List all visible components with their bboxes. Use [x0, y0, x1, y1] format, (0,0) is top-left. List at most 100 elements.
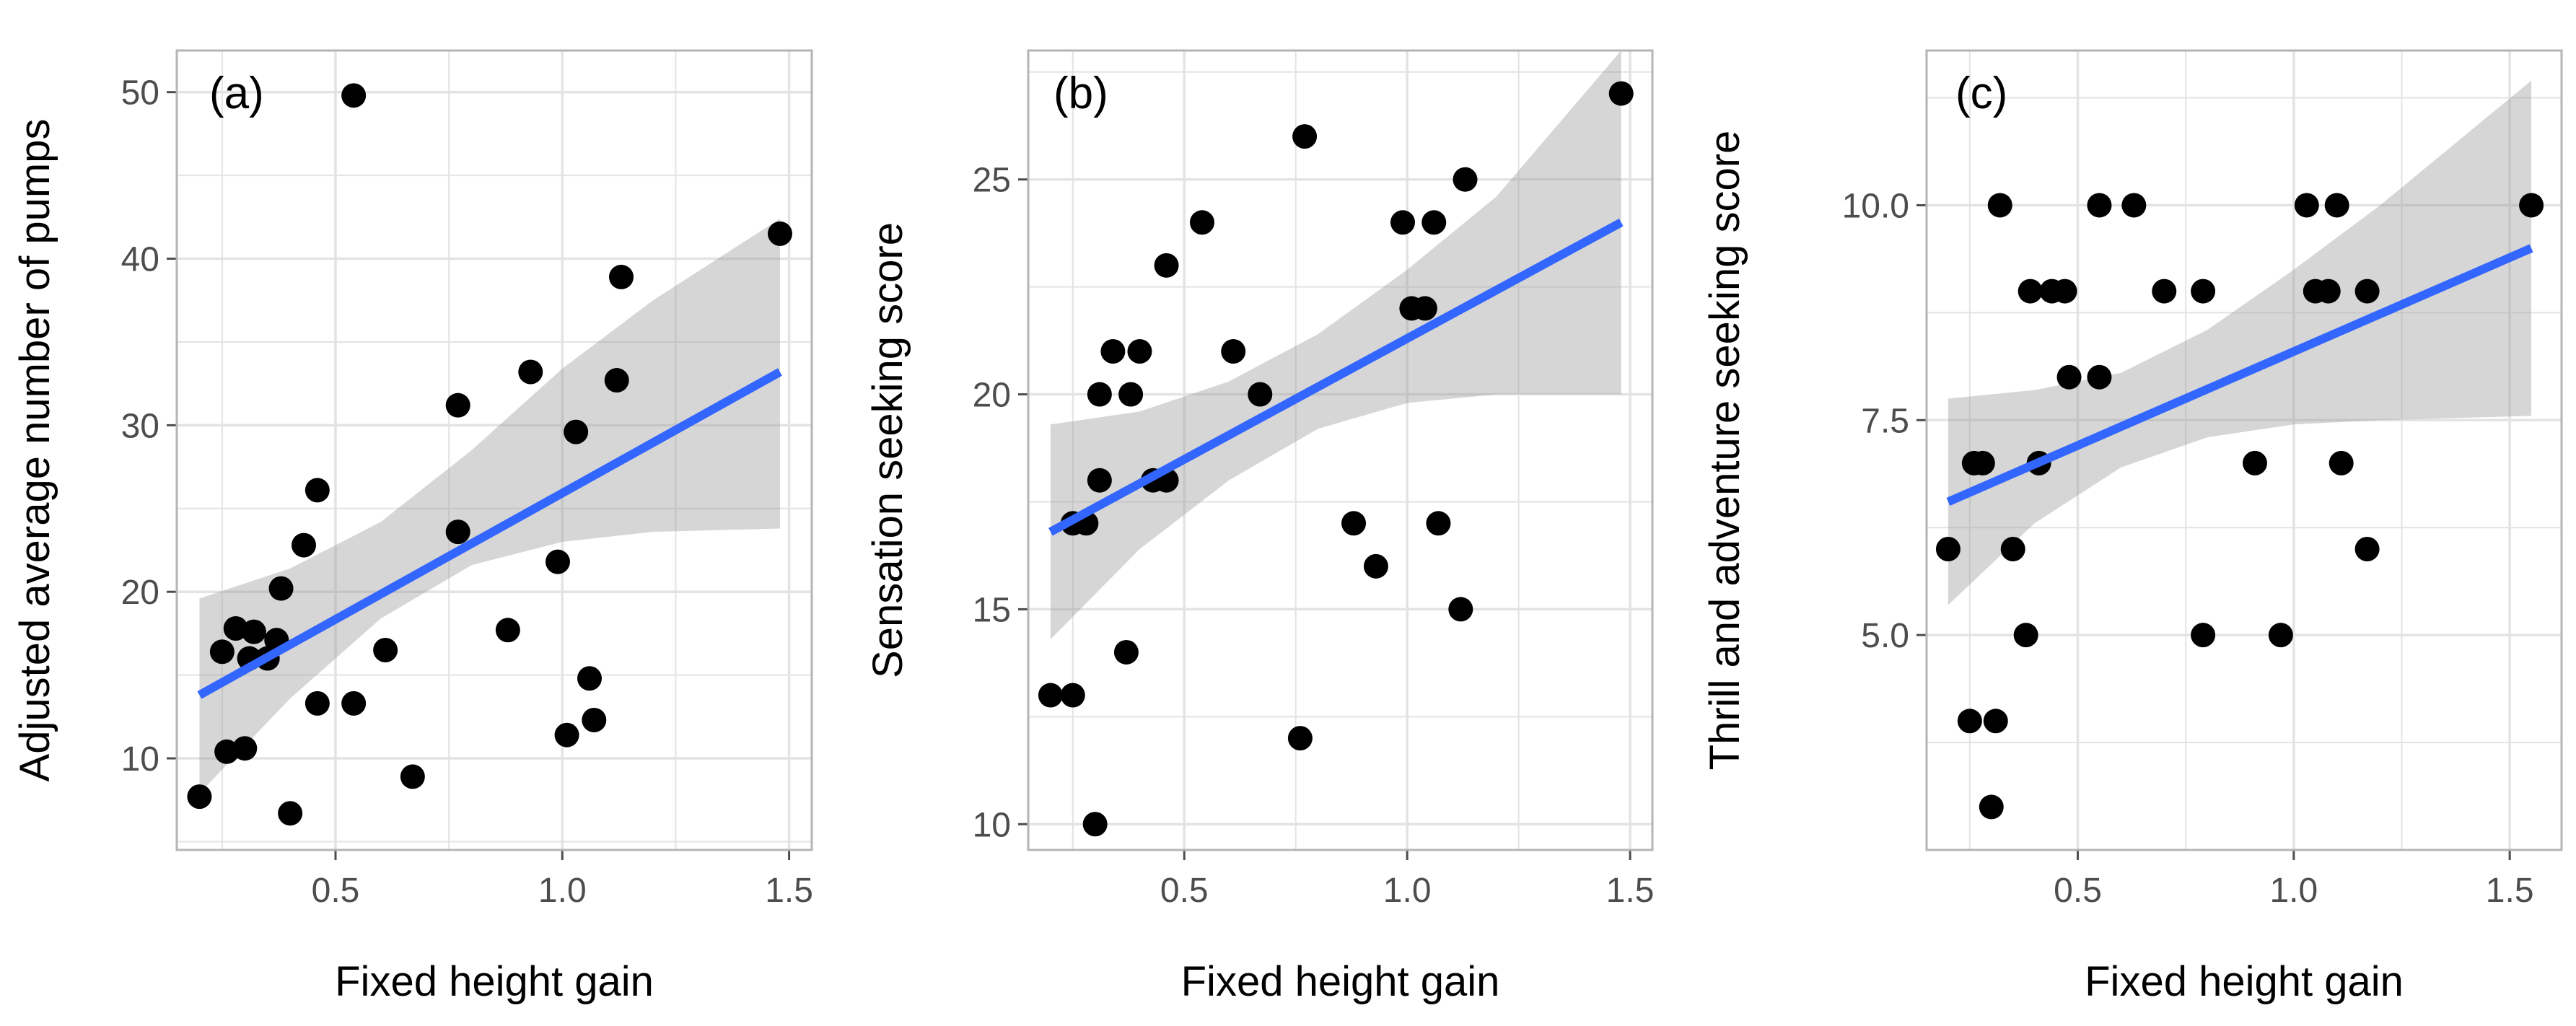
regression-line	[1946, 244, 2533, 506]
data-point	[564, 419, 589, 444]
data-point	[1292, 124, 1318, 149]
panel-label: (b)	[1053, 69, 1108, 118]
data-point	[546, 549, 570, 574]
panel-c: 0.5 1.0 1.5 5.0 7.5 10.0 (c) Fixed height gain T…	[1701, 49, 2563, 1005]
data-point	[223, 615, 248, 641]
x-axis-title: Fixed height gain	[2085, 958, 2404, 1005]
data-point	[2354, 537, 2380, 562]
panel-border	[175, 49, 813, 851]
y-tick-label: 30	[121, 407, 159, 445]
data-point	[2294, 193, 2319, 218]
data-point	[1118, 382, 1144, 407]
x-axis-title: Fixed height gain	[335, 958, 654, 1005]
data-point	[2000, 537, 2025, 562]
data-point	[1987, 193, 2012, 218]
y-tick-label: 15	[973, 591, 1011, 629]
data-point	[768, 221, 792, 246]
x-tick-label: 0.5	[2054, 872, 2102, 910]
data-point	[2191, 279, 2216, 304]
data-point	[2087, 364, 2112, 390]
data-point	[232, 736, 258, 761]
data-point	[2324, 193, 2349, 218]
data-point	[1970, 450, 1995, 475]
confidence-band	[1948, 80, 2532, 605]
confidence-band	[1050, 51, 1621, 640]
x-tick-label: 1.0	[538, 872, 587, 910]
x-tick-label: 1.5	[2486, 872, 2534, 910]
data-point	[1189, 210, 1214, 235]
x-axis-title: Fixed height gain	[1181, 958, 1500, 1005]
data-point	[305, 690, 330, 716]
y-tick-label: 10	[121, 740, 159, 779]
data-point	[2519, 193, 2544, 218]
data-point	[2316, 279, 2341, 304]
x-tick-label: 1.0	[1383, 872, 1432, 910]
data-point	[445, 519, 470, 545]
data-point	[2018, 279, 2043, 304]
data-point	[554, 722, 579, 747]
regression-line	[1048, 219, 1624, 536]
y-tick-label: 40	[121, 241, 159, 279]
data-point	[1412, 296, 1437, 321]
data-point	[1127, 338, 1152, 364]
x-tick-label: 0.5	[1160, 872, 1209, 910]
y-tick-label: 10	[973, 806, 1011, 844]
panel-b: 0.5 1.0 1.5 10 15 20 25 (b) Fixed height gain Sen…	[864, 49, 1655, 1005]
data-point	[2242, 450, 2267, 475]
y-tick-label: 7.5	[1861, 402, 1909, 440]
y-tick-label: 10.0	[1842, 187, 1909, 225]
data-point	[1038, 683, 1063, 708]
data-point	[1426, 511, 1451, 536]
data-point	[2121, 193, 2147, 218]
x-tick-label: 1.0	[2269, 872, 2318, 910]
data-point	[305, 478, 330, 503]
data-point	[241, 619, 266, 644]
data-point	[2056, 364, 2082, 390]
x-tick-label: 1.5	[1606, 872, 1655, 910]
data-point	[1979, 794, 2004, 820]
data-point	[373, 638, 398, 662]
data-point	[577, 666, 602, 691]
data-point	[1113, 639, 1139, 665]
y-axis-title: Sensation seeking score	[864, 222, 911, 678]
data-point	[400, 764, 425, 789]
data-point	[609, 264, 634, 289]
data-point	[1935, 537, 1961, 562]
confidence-band	[199, 219, 780, 794]
data-point	[1154, 253, 1179, 278]
data-point	[1421, 210, 1447, 235]
y-tick-label: 20	[973, 377, 1011, 415]
data-point	[1221, 338, 1246, 364]
data-point	[2013, 623, 2038, 648]
y-tick-label: 20	[121, 574, 159, 612]
data-point	[1087, 468, 1112, 493]
data-point	[582, 707, 607, 732]
data-point	[1983, 709, 2008, 734]
data-point	[268, 576, 294, 601]
data-point	[604, 368, 629, 393]
data-point	[1287, 726, 1313, 751]
data-point	[1390, 210, 1415, 235]
data-point	[1248, 382, 1273, 407]
panel-border	[1925, 49, 2563, 851]
y-tick-label: 5.0	[1861, 617, 1909, 655]
data-point	[1453, 167, 1478, 192]
data-point	[214, 739, 240, 764]
panel-a: 0.5 1.0 1.5 10 20 30 40 50 (a) Fixed height gain A…	[12, 49, 813, 1005]
x-tick-label: 0.5	[312, 872, 360, 910]
data-point	[2268, 623, 2293, 648]
data-point	[1341, 511, 1367, 536]
panel-label: (c)	[1955, 69, 2007, 118]
data-point	[2087, 193, 2112, 218]
panel-label: (a)	[209, 69, 264, 118]
data-point	[445, 393, 470, 418]
data-point	[209, 639, 235, 665]
plot-background	[1927, 51, 2562, 850]
data-point	[1060, 683, 1085, 708]
data-point	[292, 532, 316, 558]
data-point	[341, 690, 367, 716]
data-point	[1087, 382, 1112, 407]
data-point	[341, 83, 367, 108]
data-point	[2052, 279, 2077, 304]
